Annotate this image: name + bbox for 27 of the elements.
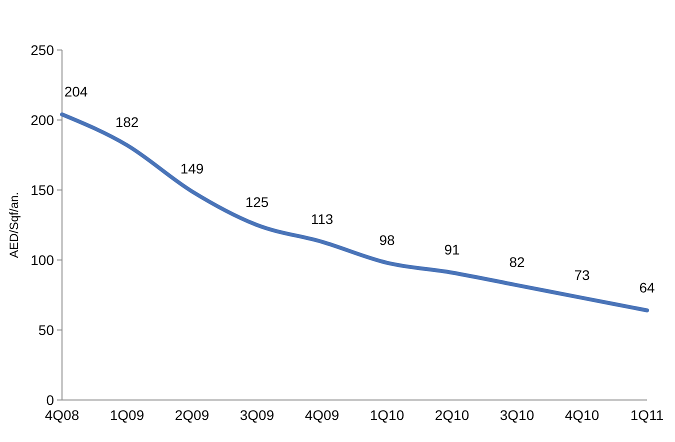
y-axis-title: AED/Sqf/an. <box>7 192 21 258</box>
data-label: 64 <box>639 279 655 296</box>
y-tick-label: 100 <box>30 252 54 268</box>
data-label: 98 <box>379 232 395 248</box>
data-label: 125 <box>245 194 269 210</box>
x-tick-label: 4Q09 <box>304 407 340 423</box>
x-tick-label: 3Q09 <box>240 407 274 423</box>
y-tick-label: 150 <box>30 182 54 198</box>
data-label: 82 <box>509 254 525 270</box>
data-label: 182 <box>115 114 139 130</box>
x-tick-label: 2Q10 <box>434 407 470 423</box>
data-label: 73 <box>574 266 590 283</box>
y-tick-label: 200 <box>30 112 54 128</box>
y-tick-label: 250 <box>30 42 54 58</box>
data-label: 204 <box>64 83 88 100</box>
y-tick-label: 0 <box>46 392 54 408</box>
x-tick-label: 2Q09 <box>174 407 210 423</box>
data-label: 149 <box>180 160 204 176</box>
x-tick-label: 1Q11 <box>630 407 664 423</box>
x-tick-label: 4Q08 <box>44 407 80 423</box>
data-label: 91 <box>444 242 460 258</box>
x-tick-label: 3Q10 <box>500 407 534 423</box>
x-tick-label: 1Q10 <box>370 407 404 423</box>
y-tick-label: 50 <box>38 322 54 338</box>
x-tick-label: 1Q09 <box>110 407 144 423</box>
x-tick-label: 4Q10 <box>564 407 600 423</box>
data-label: 113 <box>310 210 334 227</box>
